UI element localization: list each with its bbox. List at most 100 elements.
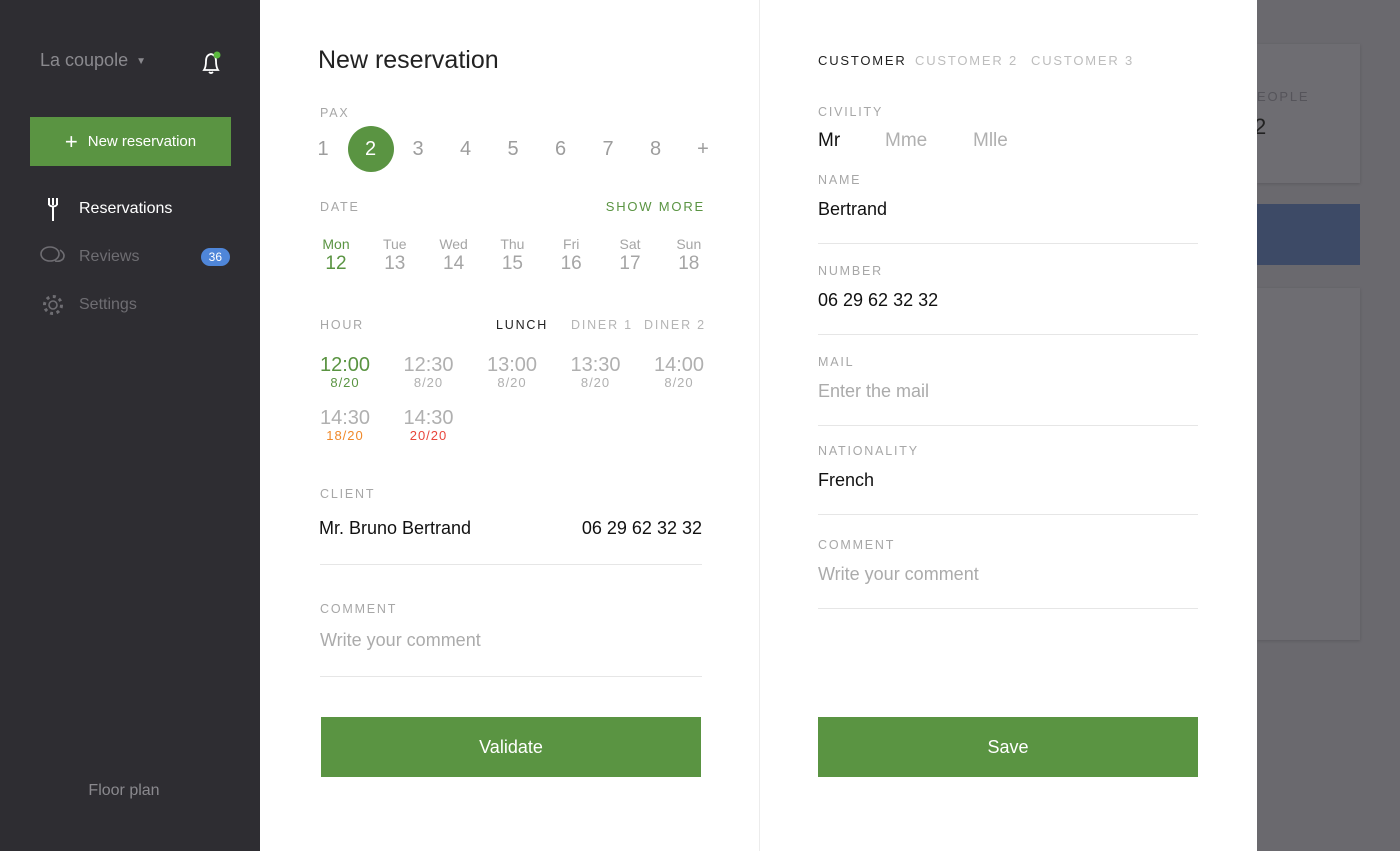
panel-divider	[759, 0, 760, 851]
client-phone: 06 29 62 32 32	[581, 518, 702, 538]
day-number: 13	[384, 253, 406, 274]
nationality-input[interactable]: French	[818, 470, 875, 490]
chat-icon	[40, 244, 66, 270]
sidebar: La coupole ▼ + New reservation Reservation…	[0, 0, 260, 851]
pax-option[interactable]: +	[697, 138, 709, 160]
tab-customer-3[interactable]: CUSTOMER 3	[1031, 53, 1134, 68]
pax-option[interactable]: 8	[649, 138, 662, 160]
tab-customer[interactable]: CUSTOMER	[818, 53, 907, 68]
hour-slot[interactable]: 14:30 20/20	[394, 407, 464, 443]
comment-label: COMMENT	[320, 602, 398, 616]
sidebar-item-label: Reviews	[79, 248, 140, 265]
name-input[interactable]: Bertrand	[818, 199, 888, 219]
hour-slot[interactable]: 13:30 8/20	[561, 354, 631, 390]
day-number: 14	[443, 253, 465, 274]
slot-capacity: 8/20	[497, 375, 527, 390]
venue-selector[interactable]: La coupole ▼	[40, 50, 146, 71]
slot-time: 13:00	[486, 354, 538, 376]
pax-option[interactable]: 2	[347, 126, 394, 172]
day-name: Sun	[676, 236, 702, 252]
sidebar-item-reservations[interactable]: Reservations	[40, 195, 230, 223]
pax-option[interactable]: 7	[602, 138, 614, 160]
day-option[interactable]: Tue 13	[370, 236, 420, 275]
divider	[818, 243, 1198, 244]
day-option[interactable]: Sat 17	[605, 236, 655, 275]
floor-plan-link[interactable]: Floor plan	[88, 782, 160, 799]
pax-option[interactable]: 1	[317, 138, 329, 160]
day-name: Mon	[322, 236, 350, 252]
hour-slot[interactable]: 14:00 8/20	[644, 354, 714, 390]
comment-label: COMMENT	[818, 538, 896, 552]
pax-label: PAX	[320, 106, 350, 120]
comment-input[interactable]: Write your comment	[818, 564, 979, 584]
day-name: Thu	[500, 236, 525, 252]
divider	[818, 514, 1198, 515]
page-title: New reservation	[318, 46, 499, 74]
day-number: 18	[678, 253, 700, 274]
slot-time: 14:30	[319, 407, 371, 429]
tab-lunch[interactable]: LUNCH	[496, 318, 549, 332]
tab-diner-2[interactable]: DINER 2	[644, 318, 706, 332]
slot-capacity: 8/20	[580, 375, 611, 390]
show-more-link[interactable]: SHOW MORE	[605, 199, 705, 214]
slot-time: 12:00	[319, 354, 371, 376]
venue-name: La coupole	[40, 50, 129, 70]
caret-down-icon: ▼	[136, 55, 146, 67]
save-button[interactable]: Save	[818, 717, 1198, 777]
day-name: Fri	[563, 236, 580, 252]
background-blue-bar	[1257, 204, 1360, 265]
day-option[interactable]: Wed 14	[429, 236, 479, 275]
day-number: 12	[325, 253, 347, 274]
tab-diner-1[interactable]: DINER 1	[571, 318, 633, 332]
bell-icon[interactable]	[200, 50, 224, 76]
civility-mlle[interactable]: Mlle	[973, 130, 1008, 151]
day-number: 15	[501, 253, 523, 274]
day-option[interactable]: Mon 12	[311, 236, 361, 275]
new-reservation-label: New reservation	[87, 133, 197, 150]
hour-slot[interactable]: 12:30 8/20	[394, 354, 464, 390]
hour-slot[interactable]: 12:00 8/20	[310, 354, 380, 390]
day-option[interactable]: Fri 16	[546, 236, 596, 275]
gear-icon	[40, 292, 66, 318]
day-number: 16	[560, 253, 582, 274]
slot-capacity: 20/20	[409, 428, 448, 443]
background-card-value: 2	[1254, 114, 1267, 139]
slot-time: 12:30	[403, 354, 454, 376]
new-reservation-button[interactable]: + New reservation	[30, 117, 231, 166]
civility-mr[interactable]: Mr	[818, 130, 841, 151]
pax-option[interactable]: 6	[554, 138, 567, 160]
number-input[interactable]: 06 29 62 32 32	[818, 290, 939, 310]
divider	[320, 676, 702, 677]
hour-slot[interactable]: 14:30 18/20	[310, 407, 380, 443]
sidebar-item-settings[interactable]: Settings	[40, 291, 230, 319]
day-option[interactable]: Sun 18	[664, 236, 714, 275]
divider	[320, 564, 702, 565]
day-name: Wed	[439, 236, 468, 252]
plus-icon: +	[64, 128, 78, 154]
hour-label: HOUR	[320, 318, 365, 332]
pax-option[interactable]: 4	[459, 138, 472, 160]
civility-mme[interactable]: Mme	[885, 130, 928, 151]
day-name: Sat	[619, 236, 641, 252]
day-name: Tue	[382, 236, 407, 252]
slot-time: 13:30	[570, 354, 621, 376]
tab-customer-2[interactable]: CUSTOMER 2	[915, 53, 1018, 68]
name-label: NAME	[818, 173, 862, 187]
validate-button[interactable]: Validate	[321, 717, 701, 777]
client-name[interactable]: Mr. Bruno Bertrand	[319, 518, 472, 538]
hour-slot[interactable]: 13:00 8/20	[477, 354, 547, 390]
background-card: EOPLE 2	[1254, 44, 1360, 183]
number-label: NUMBER	[818, 264, 883, 278]
day-option[interactable]: Thu 15	[487, 236, 537, 275]
background-card-2	[1257, 288, 1360, 640]
day-number: 17	[619, 253, 641, 274]
slot-capacity: 8/20	[330, 375, 360, 390]
pax-option[interactable]: 5	[507, 138, 519, 160]
mail-input[interactable]: Enter the mail	[818, 381, 930, 401]
divider	[818, 425, 1198, 426]
sidebar-item-reviews[interactable]: Reviews 36	[40, 243, 230, 271]
client-label: CLIENT	[320, 487, 376, 501]
pax-option[interactable]: 3	[412, 138, 424, 160]
comment-input[interactable]: Write your comment	[320, 630, 481, 650]
new-reservation-panel: New reservation PAX 1 2 3 4 5 6 7 8 + DATE SHOW …	[260, 0, 759, 851]
